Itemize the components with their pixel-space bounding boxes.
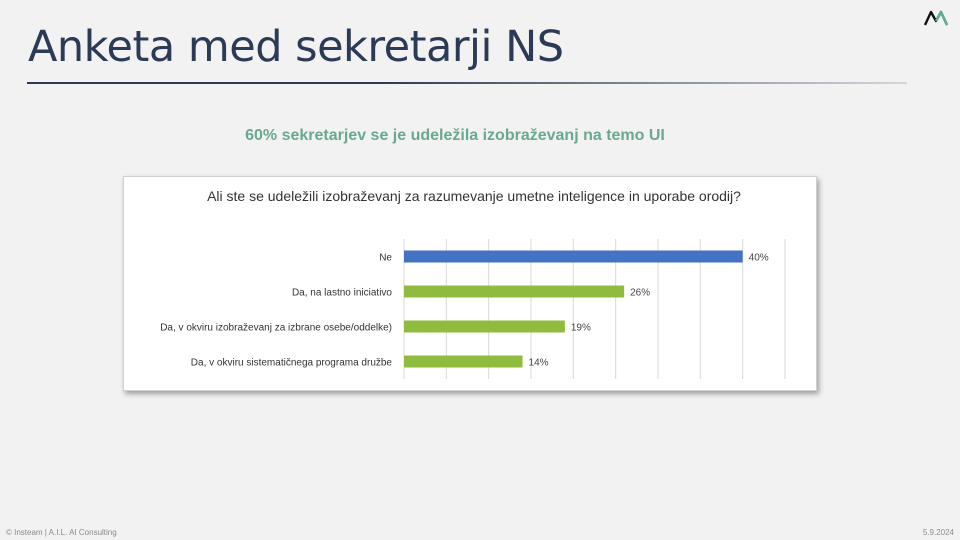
bar	[404, 250, 743, 263]
bar-chart: Ne 40% Da, na lastno iniciativo 26% Da, v ok…	[160, 239, 786, 379]
data-label: 26%	[630, 288, 650, 299]
category-label: Da, v okviru izobraževanj za izbrane ose…	[160, 323, 392, 334]
data-label: 19%	[571, 323, 591, 334]
bar	[404, 355, 523, 368]
brand-logo-icon	[923, 10, 949, 26]
title-divider	[27, 82, 907, 84]
chart-title: Ali ste se udeležili izobraževanj za raz…	[207, 188, 741, 204]
footer-copyright: © Insteam | A.I.L. AI Consulting	[6, 528, 117, 537]
slide-title: Anketa med sekretarji NS	[28, 22, 564, 72]
data-label: 40%	[749, 253, 769, 264]
category-label: Ne	[379, 253, 392, 264]
slide-subtitle: 60% sekretarjev se je udeležila izobraže…	[245, 127, 665, 144]
data-label: 14%	[529, 358, 549, 369]
chart-panel: Ali ste se udeležili izobraževanj za raz…	[123, 176, 817, 391]
bar	[404, 285, 625, 298]
footer-date: 5.9.2024	[922, 528, 954, 537]
bar	[404, 320, 565, 333]
category-label: Da, na lastno iniciativo	[292, 288, 392, 299]
category-label: Da, v okviru sistematičnega programa dru…	[191, 358, 393, 369]
